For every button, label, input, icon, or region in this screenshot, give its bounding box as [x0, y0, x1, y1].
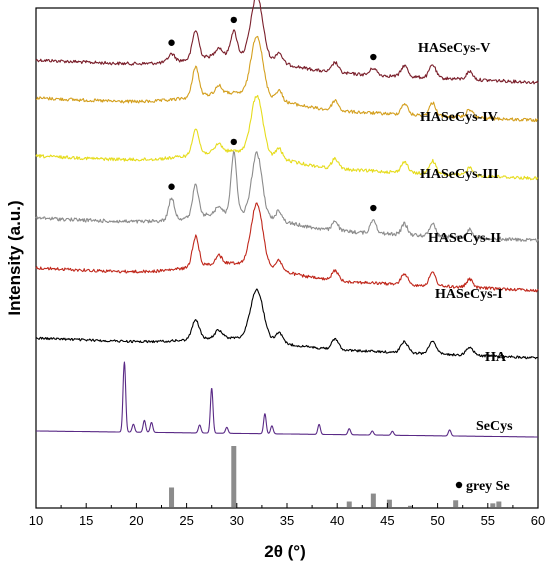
plot-area: [35, 7, 539, 509]
x-tick-label-45: 45: [380, 513, 394, 528]
reference-stick-3: [370, 493, 376, 507]
reference-stick-6: [453, 500, 459, 507]
x-tick-label-50: 50: [430, 513, 444, 528]
phase-marker-hasecys-ii-2: [370, 204, 377, 212]
series-line-hasecys-iv: [35, 35, 539, 123]
series-line-hasecys-ii: [35, 150, 539, 243]
series-label-ha: HA: [485, 350, 507, 365]
series-line-hasecys-v: [35, 0, 539, 85]
x-tick-label-35: 35: [280, 513, 294, 528]
reference-stick-5: [407, 505, 413, 507]
series-label-hasecys-iv: HASeCys-IV: [420, 110, 498, 125]
x-tick-label-55: 55: [481, 513, 495, 528]
reference-stick-8: [496, 501, 502, 507]
y-axis-title: Intensity (a.u.): [5, 200, 24, 315]
reference-stick-2: [346, 501, 352, 507]
x-tick-label-30: 30: [230, 513, 244, 528]
phase-marker-hasecys-v-0: [168, 39, 175, 46]
reference-stick-0: [169, 487, 175, 507]
series-layer: [35, 0, 539, 438]
x-axis-title: 2θ (°): [264, 542, 306, 561]
reference-stick-4: [386, 499, 392, 507]
series-line-secys: [35, 361, 539, 438]
reference-stick-1: [231, 446, 237, 507]
reference-stick-layer: grey Se: [169, 446, 510, 507]
phase-marker-hasecys-ii-1: [230, 138, 237, 146]
x-tick-label-40: 40: [330, 513, 344, 528]
x-tick-label-25: 25: [179, 513, 193, 528]
phase-marker-hasecys-ii-0: [168, 183, 175, 190]
series-label-hasecys-i: HASeCys-I: [435, 287, 503, 302]
series-line-hasecys-i: [35, 202, 539, 293]
series-line-hasecys-iii: [35, 94, 539, 181]
series-line-ha: [35, 288, 539, 360]
phase-marker-hasecys-v-1: [230, 16, 237, 24]
x-tick-label-15: 15: [79, 513, 93, 528]
reference-stick-7: [490, 503, 496, 507]
series-label-secys: SeCys: [476, 419, 513, 434]
phase-marker-layer: [168, 16, 377, 212]
series-label-layer: HASeCys-V HASeCys-IV HASeCys-III HASeCys-II…: [418, 41, 513, 434]
reference-legend-marker: [455, 481, 463, 489]
series-label-hasecys-iii: HASeCys-III: [420, 167, 499, 182]
reference-label: grey Se: [466, 479, 510, 494]
series-label-hasecys-ii: HASeCys-II: [428, 231, 501, 246]
x-tick-label-60: 60: [531, 513, 545, 528]
phase-marker-hasecys-v-2: [370, 53, 377, 61]
plot-frame: [35, 7, 539, 509]
x-axis: 10 15 20 25 30 35 40 45 50 55 60: [29, 503, 545, 528]
x-tick-label-10: 10: [29, 513, 43, 528]
x-tick-label-20: 20: [129, 513, 143, 528]
series-label-hasecys-v: HASeCys-V: [418, 41, 490, 56]
